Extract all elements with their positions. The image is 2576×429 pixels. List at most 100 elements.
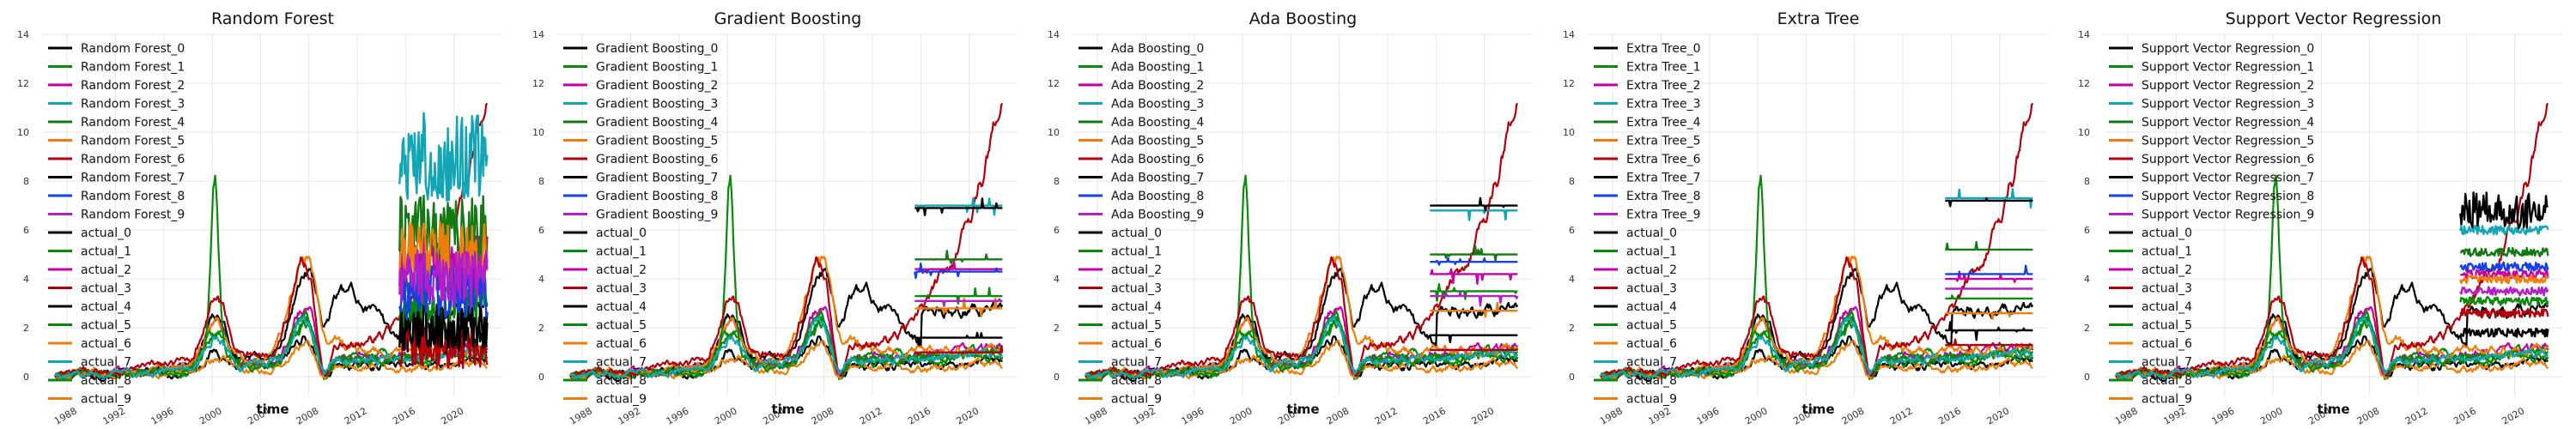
legend-entry-label: actual_3 — [1111, 282, 1162, 296]
legend-entry-label: actual_5 — [596, 319, 647, 333]
legend-entry-label: actual_3 — [81, 282, 131, 296]
legend-entry-label: actual_4 — [596, 300, 647, 314]
y-tick-label: 12 — [1563, 78, 1575, 89]
forecast-series-line — [914, 263, 1003, 280]
forecast-series-line — [1945, 196, 2033, 208]
y-tick-label: 0 — [538, 372, 544, 383]
legend-entry-label: actual_6 — [1111, 337, 1162, 351]
forecast-series-line — [2459, 261, 2549, 272]
forecast-series-line — [2459, 246, 2549, 257]
x-tick-label: 1988 — [1083, 405, 1109, 426]
legend-entry-label: actual_8 — [1626, 374, 1677, 388]
legend-entry-label: actual_2 — [1111, 263, 1162, 277]
y-tick-label: 2 — [538, 323, 544, 334]
forecast-series-line — [1945, 321, 2033, 341]
forecast-series-line — [2459, 327, 2549, 338]
x-tick-label: 2016 — [1421, 405, 1448, 426]
legend-entry-label: actual_9 — [81, 393, 131, 407]
legend-entry-label: Random Forest_1 — [81, 61, 185, 75]
y-tick-label: 8 — [538, 176, 544, 187]
actual-series-line — [1600, 174, 2034, 380]
legend: Ada Boosting_0 Ada Boosting_1 Ada Boosting… — [1078, 42, 1204, 407]
x-tick-label: 2008 — [810, 405, 836, 426]
legend-entry-label: actual_4 — [81, 300, 131, 314]
x-tick-label: 2016 — [2451, 405, 2478, 426]
series-group — [569, 102, 1004, 383]
forecast-series-line — [914, 298, 1003, 307]
legend-entry-label: actual_5 — [1626, 319, 1677, 333]
legend-entry-label: actual_5 — [1111, 319, 1162, 333]
forecast-series-line — [914, 345, 1004, 356]
legend: Support Vector Regression_0 Support Vecto… — [2109, 42, 2314, 407]
x-tick-label: 2000 — [713, 405, 739, 426]
chart-title: Gradient Boosting — [714, 9, 862, 28]
legend-entry-label: actual_0 — [1626, 227, 1677, 240]
legend-entry-label: Extra Tree_9 — [1626, 208, 1700, 222]
legend-entry-label: Random Forest_9 — [81, 208, 185, 222]
legend-entry-label: Extra Tree_7 — [1626, 172, 1700, 185]
x-tick-label: 2008 — [1325, 405, 1352, 426]
forecast-series-line — [1430, 334, 1518, 343]
legend-entry-label: Gradient Boosting_8 — [596, 190, 718, 203]
y-tick-label: 14 — [1048, 29, 1060, 40]
y-tick-label: 10 — [532, 127, 544, 138]
x-tick-label: 2000 — [197, 405, 224, 426]
forecast-series-line — [1430, 268, 1518, 285]
legend-entry-label: actual_9 — [1111, 393, 1162, 407]
legend-entry-label: Gradient Boosting_4 — [596, 116, 719, 130]
legend-entry-label: Ada Boosting_6 — [1111, 153, 1204, 166]
y-tick-label: 6 — [1054, 225, 1060, 236]
y-tick-label: 14 — [17, 29, 29, 40]
legend-entry-label: Extra Tree_6 — [1626, 153, 1701, 166]
legend-entry-label: Ada Boosting_9 — [1111, 208, 1204, 222]
forecast-series-line — [1945, 264, 2033, 275]
x-tick-label: 2020 — [440, 405, 466, 426]
y-tick-label: 8 — [23, 176, 29, 187]
y-tick-label: 0 — [1569, 372, 1575, 383]
y-tick-label: 14 — [2078, 29, 2090, 40]
forecast-series-line — [398, 249, 489, 308]
x-tick-label: 1996 — [665, 405, 691, 426]
series-group — [1084, 102, 1519, 383]
actual-series-line — [1084, 174, 1519, 380]
x-tick-label: 2020 — [1470, 405, 1497, 426]
legend-entry-label: Ada Boosting_2 — [1111, 79, 1204, 93]
chart-title: Support Vector Regression — [2226, 9, 2442, 28]
actual-series-line — [1084, 256, 1519, 379]
actual-series-line — [2116, 316, 2549, 381]
forecast-series-line — [2459, 295, 2549, 306]
forecast-series-line — [398, 112, 489, 202]
legend-entry-label: actual_4 — [1626, 300, 1677, 314]
legend: Extra Tree_0 Extra Tree_1 Extra Tree_2 Extr… — [1594, 42, 1701, 407]
y-tick-label: 4 — [538, 274, 544, 285]
x-tick-label: 2008 — [295, 405, 321, 426]
legend-entry-label: actual_7 — [1626, 356, 1677, 370]
forecast-series-line — [1945, 188, 2033, 209]
legend-entry-label: actual_0 — [81, 227, 131, 240]
legend-entry-label: Support Vector Regression_6 — [2142, 153, 2314, 166]
x-axis-label: time — [1286, 402, 1319, 417]
x-tick-label: 2000 — [1228, 405, 1255, 426]
legend: Random Forest_0 Random Forest_1 Random For… — [48, 42, 185, 407]
x-tick-label: 1996 — [2210, 405, 2237, 426]
legend-entry-label: Support Vector Regression_1 — [2142, 61, 2314, 75]
x-tick-label: 2012 — [1888, 405, 1915, 426]
legend-entry-label: actual_3 — [596, 282, 647, 296]
legend-entry-label: actual_6 — [1626, 337, 1677, 351]
legend-entry-label: Support Vector Regression_8 — [2142, 190, 2314, 203]
forecast-series-line — [914, 250, 1003, 264]
actual-series-line — [2115, 174, 2549, 380]
x-tick-label: 1992 — [616, 405, 642, 426]
y-tick-label: 0 — [1054, 372, 1060, 383]
legend-entry-label: Random Forest_4 — [81, 116, 185, 130]
y-tick-label: 2 — [23, 323, 29, 334]
legend-entry-label: actual_4 — [1111, 300, 1162, 314]
x-tick-label: 2012 — [1373, 405, 1400, 426]
forecast-series-line — [1945, 310, 2033, 320]
legend-entry-label: actual_0 — [1111, 227, 1162, 240]
forecast-series-line — [1430, 245, 1518, 262]
